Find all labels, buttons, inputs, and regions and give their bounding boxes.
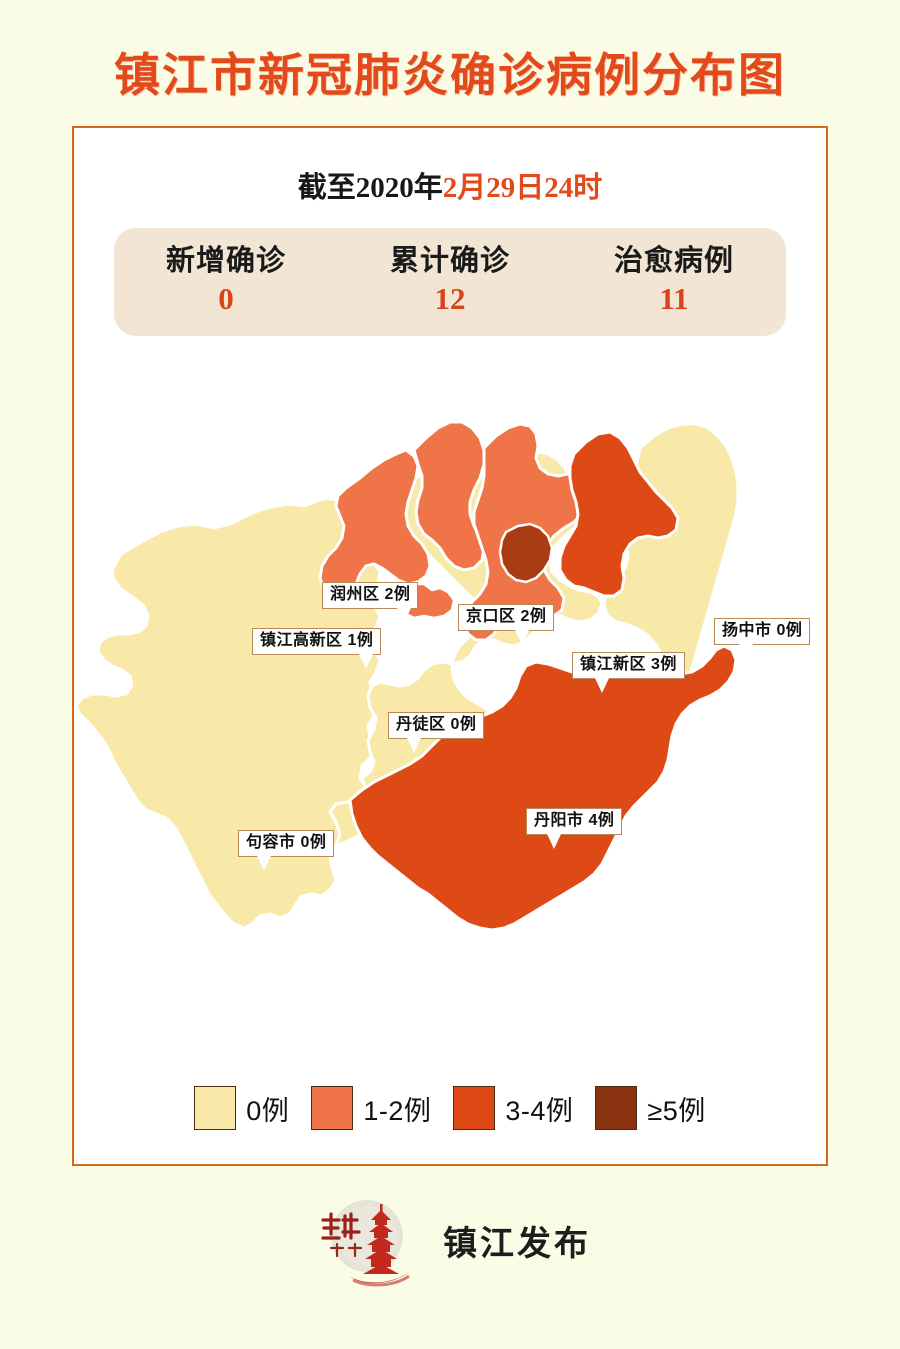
map-label-zhenjiang-hightech-text: 镇江高新区 1例 bbox=[260, 632, 374, 649]
map-label-dantu[interactable]: 丹徒区 0例 bbox=[388, 712, 485, 754]
stat-total-confirmed: 累计确诊 12 bbox=[338, 244, 562, 319]
report-date-prefix: 截至2020年 bbox=[297, 172, 443, 204]
legend-item-1[interactable]: 1-2例 bbox=[311, 1086, 431, 1130]
legend-label-0: 0例 bbox=[246, 1095, 290, 1126]
legend-item-0[interactable]: 0例 bbox=[194, 1086, 289, 1130]
infographic-card: 截至2020年2月29日24时 新增确诊 0 累计确诊 12 治愈病例 11 bbox=[72, 126, 828, 1166]
report-date-accent: 2月29日24时 bbox=[442, 172, 603, 204]
stat-new-confirmed-value: 0 bbox=[218, 280, 234, 316]
case-distribution-map: 润州区 2例 京口区 2例 镇江高新区 1例 镇江新区 3例 扬中市 0例 丹徒… bbox=[74, 406, 826, 1026]
legend-label-1: 1-2例 bbox=[363, 1095, 432, 1126]
map-label-jingkou[interactable]: 京口区 2例 bbox=[458, 604, 555, 646]
map-label-runzhou[interactable]: 润州区 2例 bbox=[322, 582, 419, 624]
stat-new-confirmed: 新增确诊 0 bbox=[114, 244, 338, 319]
map-label-runzhou-tail bbox=[397, 608, 411, 624]
legend-swatch-0-icon bbox=[194, 1086, 237, 1130]
map-region-danyang[interactable] bbox=[348, 644, 738, 932]
legend-swatch-2-icon bbox=[453, 1086, 496, 1130]
map-label-jurong-tail bbox=[257, 856, 271, 872]
stat-total-confirmed-label: 累计确诊 bbox=[389, 244, 510, 277]
map-label-runzhou-text: 润州区 2例 bbox=[330, 586, 411, 603]
map-region-dark-enclave[interactable] bbox=[498, 522, 554, 584]
legend-item-2[interactable]: 3-4例 bbox=[453, 1086, 573, 1130]
map-label-dantu-tail bbox=[407, 738, 421, 754]
map-label-zhenjiang-hightech-tail bbox=[359, 654, 373, 670]
legend-label-2: 3-4例 bbox=[505, 1095, 574, 1126]
legend-item-3[interactable]: ≥5例 bbox=[595, 1086, 705, 1130]
map-label-jingkou-text: 京口区 2例 bbox=[466, 608, 547, 625]
map-label-jurong-text: 句容市 0例 bbox=[246, 834, 327, 851]
logo-svg bbox=[321, 1200, 410, 1287]
page-title: 镇江市新冠肺炎确诊病例分布图 bbox=[114, 50, 786, 101]
stat-recovered: 治愈病例 11 bbox=[562, 244, 786, 319]
map-label-yangzhong-tail bbox=[739, 644, 753, 660]
map-label-dantu-text: 丹徒区 0例 bbox=[396, 716, 477, 733]
report-date: 截至2020年2月29日24时 bbox=[74, 164, 826, 206]
map-label-jurong[interactable]: 句容市 0例 bbox=[238, 830, 335, 872]
stat-recovered-value: 11 bbox=[659, 280, 689, 316]
map-label-yangzhong[interactable]: 扬中市 0例 bbox=[714, 618, 811, 660]
legend-swatch-1-icon bbox=[311, 1086, 354, 1130]
map-legend: 0例 1-2例 3-4例 ≥5例 bbox=[74, 1086, 826, 1130]
stats-bar: 新增确诊 0 累计确诊 12 治愈病例 11 bbox=[114, 228, 786, 336]
map-label-zhenjiang-newarea[interactable]: 镇江新区 3例 bbox=[572, 652, 685, 694]
map-label-yangzhong-text: 扬中市 0例 bbox=[722, 622, 803, 639]
map-label-zhenjiang-newarea-text: 镇江新区 3例 bbox=[580, 656, 677, 673]
map-label-jingkou-tail bbox=[515, 630, 529, 646]
legend-swatch-3-icon bbox=[595, 1086, 638, 1130]
map-region-zhenjiang-newarea[interactable] bbox=[558, 430, 680, 598]
map-label-zhenjiang-hightech[interactable]: 镇江高新区 1例 bbox=[252, 628, 382, 670]
zhenjiang-fabu-logo-icon bbox=[309, 1190, 421, 1290]
map-label-danyang[interactable]: 丹阳市 4例 bbox=[526, 808, 623, 850]
stat-new-confirmed-label: 新增确诊 bbox=[165, 244, 286, 277]
map-label-danyang-tail bbox=[547, 834, 561, 850]
map-svg bbox=[74, 420, 740, 932]
map-label-zhenjiang-newarea-tail bbox=[595, 678, 609, 694]
footer-brand-name: 镇江发布 bbox=[443, 1224, 591, 1263]
legend-label-3: ≥5例 bbox=[647, 1095, 706, 1126]
stat-total-confirmed-value: 12 bbox=[434, 280, 466, 316]
map-region-zhenjiang-hightech[interactable] bbox=[318, 448, 432, 598]
stat-recovered-label: 治愈病例 bbox=[613, 244, 734, 277]
map-label-danyang-text: 丹阳市 4例 bbox=[534, 812, 615, 829]
footer: 镇江发布 bbox=[0, 1190, 900, 1290]
